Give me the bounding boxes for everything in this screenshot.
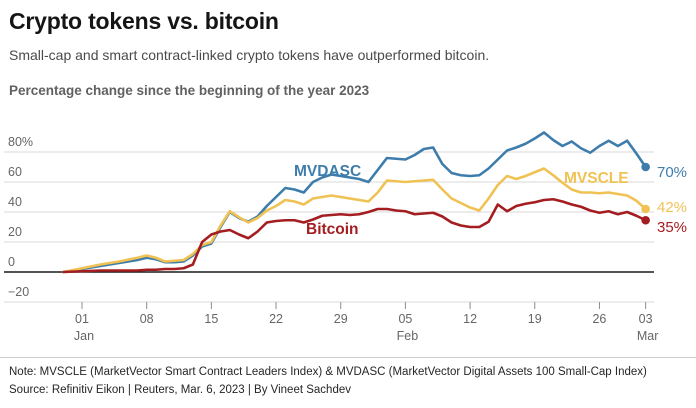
axis-units-heading: Percentage change since the beginning of…: [9, 82, 370, 98]
x-axis-label-12: 12: [463, 312, 477, 326]
series-end-dot-MVDASC: [641, 162, 650, 172]
series-end-value-Bitcoin: 35%: [657, 219, 687, 236]
source-note: Note: MVSCLE (MarketVector Smart Contrac…: [0, 357, 696, 400]
series-label-MVDASC: MVDASC: [294, 163, 361, 180]
x-axis-label-19: 19: [528, 312, 542, 326]
footnote-line: Note: MVSCLE (MarketVector Smart Contrac…: [9, 366, 647, 378]
x-axis-label-05: 05: [398, 312, 412, 326]
y-axis-label-0: 0: [8, 255, 15, 269]
line-chart: 80% 60 40 20 0 −20 01 Jan 08 15 22 29 05 Feb 12 19 26 03 M…: [4, 131, 687, 343]
x-axis-label-26: 26: [592, 312, 606, 326]
x-axis-label-08: 08: [140, 312, 154, 326]
page-title: Crypto tokens vs. bitcoin: [9, 8, 279, 34]
x-axis-month-Jan: Jan: [74, 329, 94, 343]
y-axis-label-40: 40: [8, 195, 22, 209]
series-line-MVSCLE: [62, 167, 647, 274]
x-axis-month-Feb: Feb: [397, 329, 419, 343]
series-label-Bitcoin: Bitcoin: [306, 221, 359, 238]
series-end-dot-MVSCLE: [641, 204, 650, 214]
series-end-value-MVSCLE: 42%: [657, 199, 687, 216]
x-axis-label-22: 22: [269, 312, 283, 326]
series-end-dot-Bitcoin: [641, 215, 650, 225]
y-axis-label-20: 20: [8, 225, 22, 239]
series-line-MVDASC: [62, 131, 647, 274]
y-axis-label-60: 60: [8, 165, 22, 179]
x-axis-label-29: 29: [334, 312, 348, 326]
chart-header: Crypto tokens vs. bitcoin Small-cap and …: [9, 8, 689, 98]
x-axis-label-01: 01: [75, 312, 89, 326]
series-label-MVSCLE: MVSCLE: [564, 170, 629, 187]
series-line-Bitcoin: [62, 197, 647, 274]
source-line: Source: Refinitiv Eikon | Reuters, Mar. …: [9, 383, 351, 396]
chart-subtitle: Small-cap and smart contract-linked cryp…: [9, 47, 490, 64]
x-axis-label-03: 03: [639, 312, 653, 326]
y-axis-label-80: 80%: [8, 135, 33, 149]
series-end-value-MVDASC: 70%: [657, 164, 687, 181]
x-axis-month-Mar: Mar: [637, 329, 659, 343]
y-axis-label--20: −20: [8, 285, 29, 299]
x-axis-label-15: 15: [204, 312, 218, 326]
